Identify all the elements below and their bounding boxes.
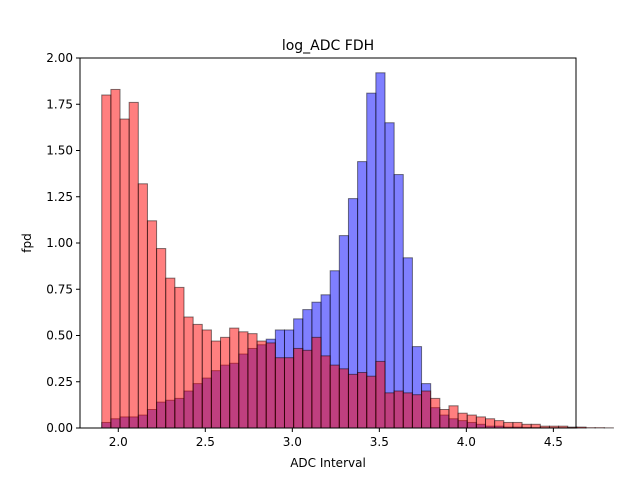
histogram-bar-series-2 xyxy=(102,95,111,428)
histogram-bar-series-2 xyxy=(522,424,531,428)
histogram-bar-series-2 xyxy=(175,287,184,428)
histogram-bar-series-2 xyxy=(284,358,293,428)
histogram-bar-series-2 xyxy=(394,391,403,428)
histogram-bar-series-2 xyxy=(486,419,495,428)
histogram-bar-series-2 xyxy=(257,341,266,428)
histogram-bar-series-2 xyxy=(330,365,339,428)
x-axis-label: ADC Interval xyxy=(290,456,366,470)
y-tick-label: 2.00 xyxy=(46,51,73,65)
y-axis-label: fpd xyxy=(20,233,34,252)
histogram-bar-series-2 xyxy=(476,417,485,428)
histogram-bar-series-2 xyxy=(385,393,394,428)
histogram-bar-series-2 xyxy=(239,332,248,428)
y-tick-label: 0.50 xyxy=(46,329,73,343)
histogram-bar-series-2 xyxy=(193,324,202,428)
histogram-bar-series-2 xyxy=(412,395,421,428)
histogram-bar-series-2 xyxy=(120,119,129,428)
histogram-bar-series-2 xyxy=(147,221,156,428)
histogram-bar-series-2 xyxy=(376,361,385,428)
x-tick-label: 4.0 xyxy=(457,435,476,449)
histogram-bar-series-2 xyxy=(248,334,257,428)
histogram-bar-series-2 xyxy=(312,337,321,428)
histogram-bar-series-2 xyxy=(348,374,357,428)
histogram-bar-series-2 xyxy=(458,413,467,428)
x-tick-label: 3.0 xyxy=(283,435,302,449)
histogram-bar-series-2 xyxy=(221,337,230,428)
histogram-bar-series-2 xyxy=(211,341,220,428)
histogram-bar-series-2 xyxy=(339,369,348,428)
histogram-bar-series-2 xyxy=(513,422,522,428)
histogram-bar-series-2 xyxy=(202,330,211,428)
histogram-bar-series-2 xyxy=(358,373,367,429)
histogram-bar-series-2 xyxy=(422,391,431,428)
y-tick-label: 0.25 xyxy=(46,375,73,389)
y-tick-label: 1.75 xyxy=(46,97,73,111)
histogram-bar-series-2 xyxy=(495,421,504,428)
histogram-bar-series-2 xyxy=(184,317,193,428)
histogram-bar-series-1 xyxy=(385,123,394,428)
x-tick-label: 2.5 xyxy=(196,435,215,449)
histogram-bar-series-2 xyxy=(166,278,175,428)
histogram-bar-series-2 xyxy=(157,249,166,428)
histogram-bar-series-2 xyxy=(129,102,138,428)
histogram-bar-series-2 xyxy=(321,356,330,428)
y-tick-label: 0.75 xyxy=(46,282,73,296)
x-tick-label: 3.5 xyxy=(370,435,389,449)
x-tick-label: 2.0 xyxy=(109,435,128,449)
histogram-bar-series-2 xyxy=(230,328,239,428)
y-tick-label: 0.00 xyxy=(46,421,73,435)
y-tick-label: 1.25 xyxy=(46,190,73,204)
histogram-bar-series-2 xyxy=(303,350,312,428)
histogram-bar-series-2 xyxy=(403,393,412,428)
histogram-bar-series-2 xyxy=(531,424,540,428)
histogram-bar-series-2 xyxy=(440,410,449,429)
histogram-bar-series-1 xyxy=(394,175,403,428)
chart-title: log_ADC FDH xyxy=(282,38,374,54)
histogram-bar-series-2 xyxy=(111,89,120,428)
histogram-bar-series-2 xyxy=(577,427,586,428)
histogram-bar-series-2 xyxy=(266,343,275,428)
x-tick-label: 4.5 xyxy=(544,435,563,449)
histogram-bar-series-2 xyxy=(504,422,513,428)
histogram-bar-series-2 xyxy=(431,398,440,428)
y-tick-label: 1.00 xyxy=(46,236,73,250)
histogram-bar-series-2 xyxy=(294,348,303,428)
histogram-bar-series-2 xyxy=(449,406,458,428)
histogram-bar-series-2 xyxy=(467,415,476,428)
histogram-bar-series-2 xyxy=(138,184,147,428)
histogram-bar-series-2 xyxy=(367,376,376,428)
histogram-bar-series-2 xyxy=(275,358,284,428)
y-tick-label: 1.50 xyxy=(46,144,73,158)
